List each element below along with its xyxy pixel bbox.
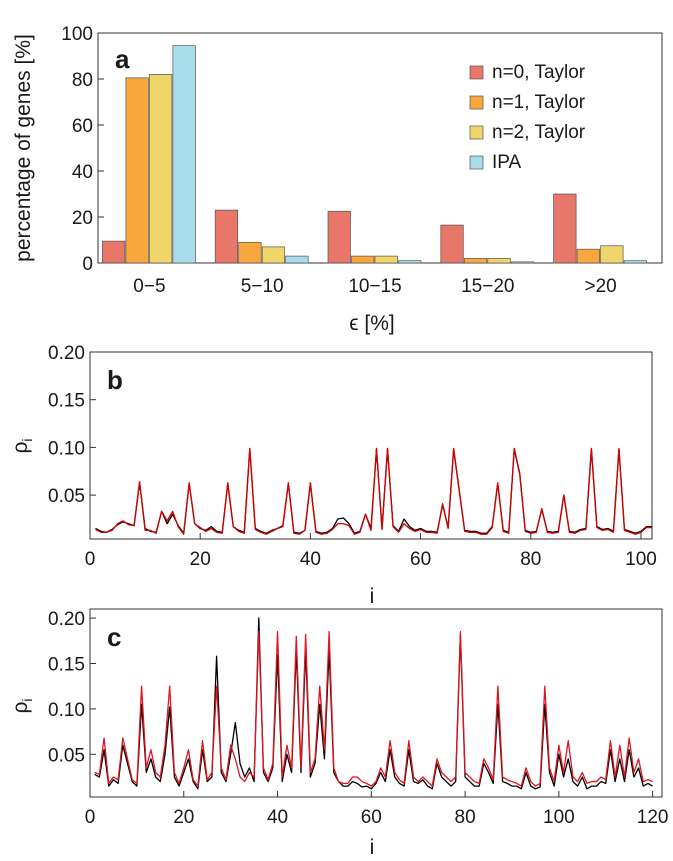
bar-1-3	[463, 258, 488, 264]
bar-2-4	[600, 245, 624, 264]
xtick-label: 40	[267, 807, 288, 828]
panel-a-bars	[102, 45, 647, 264]
bar-3-2	[398, 260, 422, 264]
legend-label-2: n=2, Taylor	[492, 122, 586, 143]
panel-c-ylabel-sub: i	[19, 698, 35, 701]
panel-b-xlabel: i	[370, 585, 375, 608]
bar-1-1	[238, 241, 262, 264]
panel-c-frame	[89, 608, 663, 798]
ytick-label: 0.15	[48, 654, 85, 675]
ytick-label: 0.05	[48, 486, 85, 507]
bar-0-0	[102, 240, 126, 264]
xtick-label: 100	[625, 549, 657, 570]
bar-0-3	[440, 224, 464, 264]
series-line-1	[95, 447, 652, 535]
panel-b-frame	[89, 351, 653, 540]
panel-b-ylabel-sub: i	[19, 438, 35, 441]
ytick-label: 0.05	[48, 745, 85, 766]
legend-label-3: IPA	[492, 152, 522, 173]
bar-3-1	[285, 255, 309, 264]
panel-c-xlabel: i	[370, 836, 375, 859]
bar-0-1	[214, 209, 239, 264]
ytick-label: 0.10	[48, 700, 85, 721]
xtick-label: 20	[173, 807, 194, 828]
xtick-label: 120	[637, 807, 669, 828]
xtick-label: 80	[455, 807, 476, 828]
legend-swatch-0	[469, 65, 484, 80]
panel-c-xticks: 0 20 40 60 80 100 120	[85, 791, 669, 828]
panel-b-ylabel-main: ρ	[9, 442, 32, 454]
legend-label-0: n=0, Taylor	[492, 62, 586, 83]
xtick-label: 60	[410, 549, 431, 570]
xtick-label: 100	[543, 807, 575, 828]
legend-label-1: n=1, Taylor	[492, 92, 586, 113]
ytick-label: 0.20	[48, 343, 85, 364]
legend-swatch-3	[469, 155, 484, 170]
a-ytick-label: 60	[72, 116, 93, 137]
legend-swatch-2	[469, 125, 484, 140]
bar-2-2	[374, 255, 398, 264]
ytick-label: 0.15	[48, 391, 85, 412]
xtick-label: 40	[300, 549, 321, 570]
a-ytick-label: 100	[61, 24, 93, 45]
bar-2-3	[487, 258, 511, 264]
panel-a-yticks: 0 20 40 60 80 100	[61, 24, 104, 275]
a-ytick-label: 0	[82, 254, 93, 275]
panel-b-yticks: 0.05 0.10 0.15 0.20	[48, 343, 96, 507]
bar-2-1	[261, 246, 286, 264]
bar-3-4	[623, 260, 647, 264]
xtick-label: 20	[190, 549, 211, 570]
bar-2-0	[149, 74, 173, 264]
xtick-label: 80	[520, 549, 541, 570]
panel-b-line-chart: 0.050.100.150.20 0 20 40 60 80 100 b ρi i	[9, 343, 657, 608]
panel-b-xticks: 0 20 40 60 80 100	[85, 533, 657, 570]
panel-a-xlabel: ϵ [%]	[349, 312, 394, 335]
panel-a-letter: a	[115, 44, 130, 74]
a-xtick-label: 10−15	[348, 276, 401, 297]
panel-c-ylabel-main: ρ	[9, 702, 32, 714]
panel-a-legend: n=0, Taylor n=1, Taylor n=2, Taylor IPA	[469, 62, 586, 173]
bar-0-4	[553, 193, 577, 264]
panel-a-bar-chart: 0 20 40 60 80 100 0−5 5−10 10−15 15−20 >20 a n=0,…	[12, 24, 663, 335]
panel-c-ylabel: ρi	[9, 698, 35, 713]
panel-c-letter: c	[107, 622, 121, 652]
panel-a-ylabel: percentage of genes [%]	[12, 34, 35, 262]
bar-3-3	[510, 261, 535, 264]
panel-b-series	[95, 447, 652, 535]
ytick-label: 0.10	[48, 438, 85, 459]
bar-3-0	[172, 45, 196, 264]
xtick-label: 0	[85, 549, 96, 570]
bar-1-4	[576, 248, 600, 264]
panel-c-yticks: 0.05 0.10 0.15 0.20	[48, 609, 96, 766]
a-xtick-label: 5−10	[241, 276, 284, 297]
xtick-label: 0	[85, 807, 96, 828]
bar-1-0	[125, 77, 149, 264]
panel-b-letter: b	[107, 365, 123, 395]
panel-a-xticks: 0−5 5−10 10−15 15−20 >20	[133, 276, 616, 297]
a-xtick-label: >20	[584, 276, 616, 297]
series-line-1	[94, 631, 653, 787]
series-line-0	[94, 617, 653, 790]
legend-swatch-1	[469, 95, 484, 110]
panel-c-line-chart: 0.050.100.150.20 0 20 40 60 80 100 120 c ρi i	[9, 608, 669, 859]
panel-c-series	[94, 617, 653, 790]
bar-0-2	[327, 210, 351, 264]
a-xtick-label: 15−20	[461, 276, 514, 297]
panel-b-ylabel: ρi	[9, 438, 35, 453]
bar-1-2	[351, 255, 375, 264]
ytick-label: 0.20	[48, 609, 85, 630]
a-xtick-label: 0−5	[133, 276, 165, 297]
a-ytick-label: 20	[72, 208, 93, 229]
a-ytick-label: 80	[72, 70, 93, 91]
a-ytick-label: 40	[72, 162, 93, 183]
xtick-label: 60	[361, 807, 382, 828]
